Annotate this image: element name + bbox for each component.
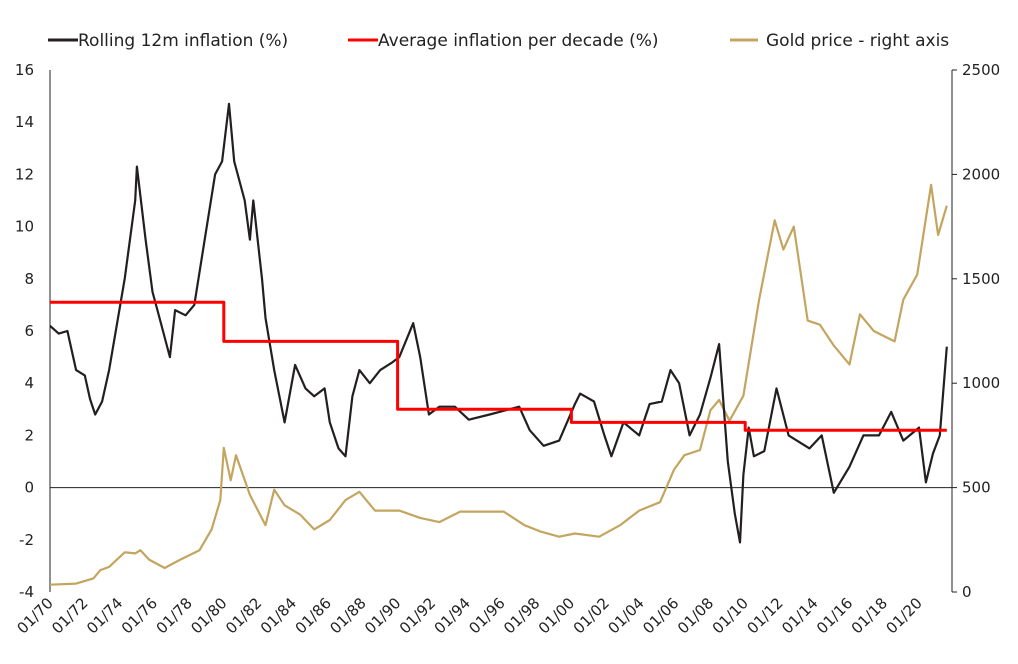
y-left-tick-label: 16 [15, 61, 34, 79]
x-tick-label: 01/82 [222, 594, 265, 637]
y-left-tick-label: -2 [19, 531, 34, 549]
x-tick-label: 01/74 [83, 594, 126, 637]
x-tick-label: 01/20 [883, 594, 926, 637]
y-left-tick-label: 4 [24, 374, 34, 392]
x-tick-label: 01/94 [431, 594, 474, 637]
x-tick-label: 01/88 [326, 594, 369, 637]
x-tick-label: 01/76 [118, 594, 161, 637]
y-left-tick-label: 12 [15, 165, 34, 183]
x-tick-label: 01/90 [361, 594, 404, 637]
y-right-tick-label: 2000 [962, 165, 1000, 183]
x-tick-label: 01/96 [465, 594, 508, 637]
y-left-tick-label: 0 [24, 479, 34, 497]
x-tick-label: 01/92 [396, 594, 439, 637]
y-right-tick-label: 0 [962, 583, 972, 601]
x-tick-label: 01/04 [604, 594, 647, 637]
x-tick-label: 01/86 [292, 594, 335, 637]
y-left-tick-label: 2 [24, 426, 34, 444]
y-left-tick-label: 6 [24, 322, 34, 340]
x-tick-label: 01/06 [639, 594, 682, 637]
y-right-tick-label: 1500 [962, 270, 1000, 288]
x-tick-label: 01/78 [153, 594, 196, 637]
x-tick-label: 01/14 [778, 594, 821, 637]
y-right-tick-label: 2500 [962, 61, 1000, 79]
y-right-tick-label: 1000 [962, 374, 1000, 392]
x-tick-label: 01/98 [500, 594, 543, 637]
x-tick-label: 01/18 [848, 594, 891, 637]
x-tick-label: 01/16 [813, 594, 856, 637]
y-left-tick-label: -4 [19, 583, 34, 601]
x-tick-label: 01/08 [674, 594, 717, 637]
legend-label-inflation: Rolling 12m inflation (%) [78, 31, 288, 51]
x-tick-label: 01/00 [535, 594, 578, 637]
x-tick-label: 01/12 [743, 594, 786, 637]
x-tick-label: 01/72 [48, 594, 91, 637]
x-tick-label: 01/10 [709, 594, 752, 637]
legend-label-average: Average inflation per decade (%) [378, 31, 659, 51]
y-right-tick-label: 500 [962, 479, 991, 497]
legend-label-gold: Gold price - right axis [766, 31, 949, 51]
series-line-average [50, 300, 947, 432]
y-left-tick-label: 10 [15, 218, 34, 236]
x-tick-label: 01/80 [187, 594, 230, 637]
series-line-inflation [49, 102, 948, 544]
series-line-gold [49, 183, 948, 586]
x-tick-label: 01/02 [570, 594, 613, 637]
y-left-tick-label: 14 [15, 113, 34, 131]
x-tick-label: 01/84 [257, 594, 300, 637]
legend: Rolling 12m inflation (%) Average inflat… [48, 31, 949, 51]
y-left-tick-label: 8 [24, 270, 34, 288]
